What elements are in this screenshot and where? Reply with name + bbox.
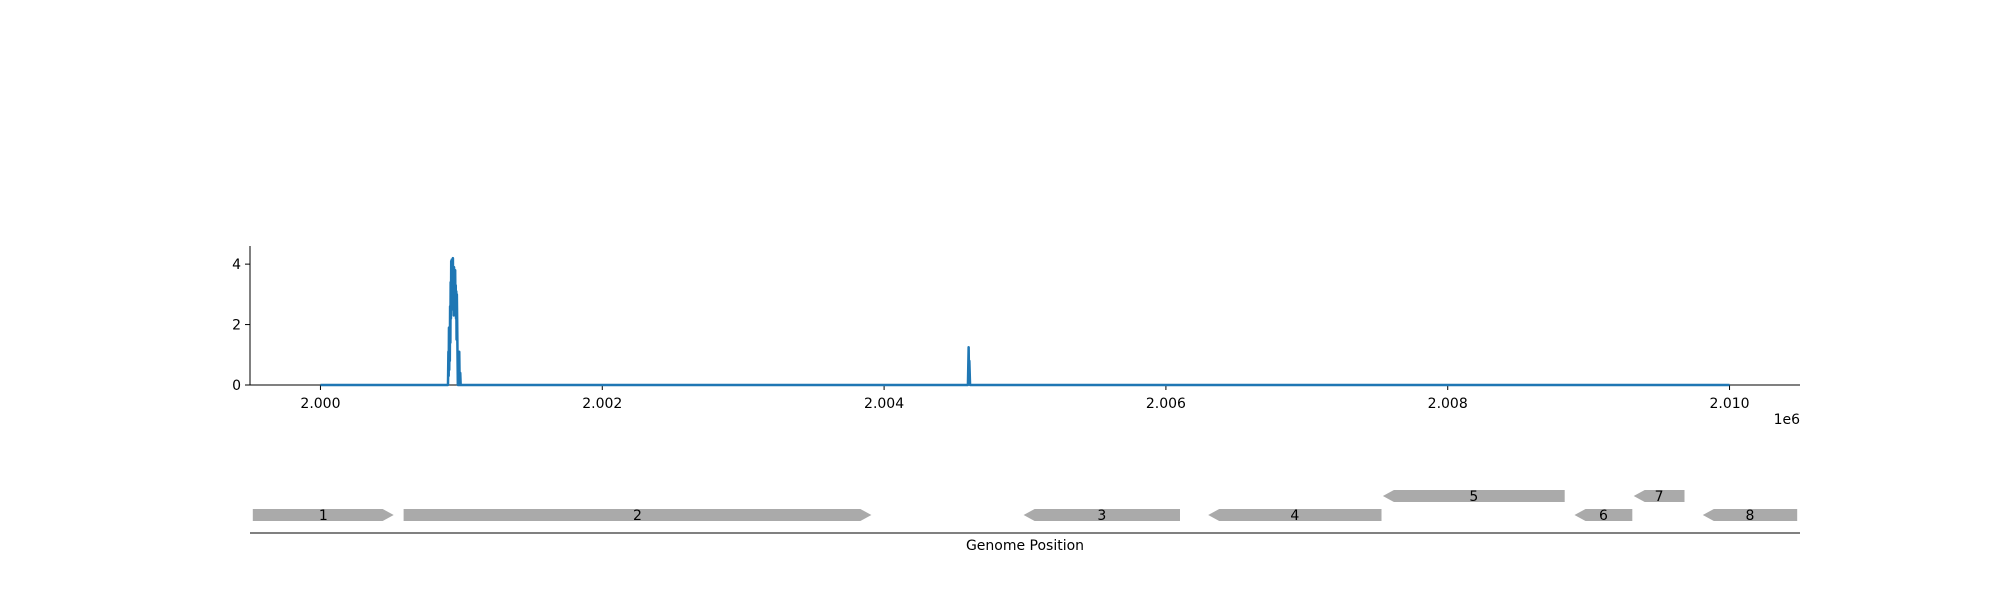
x-tick-label: 2.010 [1709,396,1749,412]
gene-label: 6 [1599,508,1608,524]
x-ticks: 2.000 2.002 2.004 2.006 2.008 2.010 [300,385,1750,412]
gene-arrow [1208,509,1382,521]
x-tick-label: 2.002 [582,396,622,412]
gene-label: 7 [1655,489,1664,505]
gene-label: 1 [319,508,328,524]
gene-arrow [1023,509,1180,521]
gene-label: 4 [1290,508,1299,524]
gene-arrow [1574,509,1633,521]
signal-line [320,256,1730,387]
signal-plot: 2.000 2.002 2.004 2.006 2.008 2.010 0 2 4 1e6 [232,246,1800,428]
x-tick-label: 2.000 [300,396,340,412]
gene-label: 8 [1746,508,1755,524]
gene-track: 1 2 3 4 5 6 7 8 Genome Position [250,489,1800,554]
gene-arrow [403,509,872,521]
gene-label: 3 [1097,508,1106,524]
y-tick-label: 0 [232,378,241,394]
x-tick-label: 2.006 [1146,396,1186,412]
x-offset-label: 1e6 [1774,412,1801,428]
track-xlabel: Genome Position [966,538,1084,554]
y-ticks: 0 2 4 [232,257,250,394]
gene-label: 2 [633,508,642,524]
x-tick-label: 2.008 [1428,396,1468,412]
gene-arrow [252,509,394,521]
gene-arrow [1702,509,1798,521]
gene-label: 5 [1469,489,1478,505]
y-tick-label: 2 [232,318,241,334]
gene-arrow [1633,490,1685,502]
x-tick-label: 2.004 [864,396,904,412]
y-tick-label: 4 [232,257,241,273]
genes: 1 2 3 4 5 6 7 8 [252,489,1798,524]
gene-arrow [1382,490,1565,502]
